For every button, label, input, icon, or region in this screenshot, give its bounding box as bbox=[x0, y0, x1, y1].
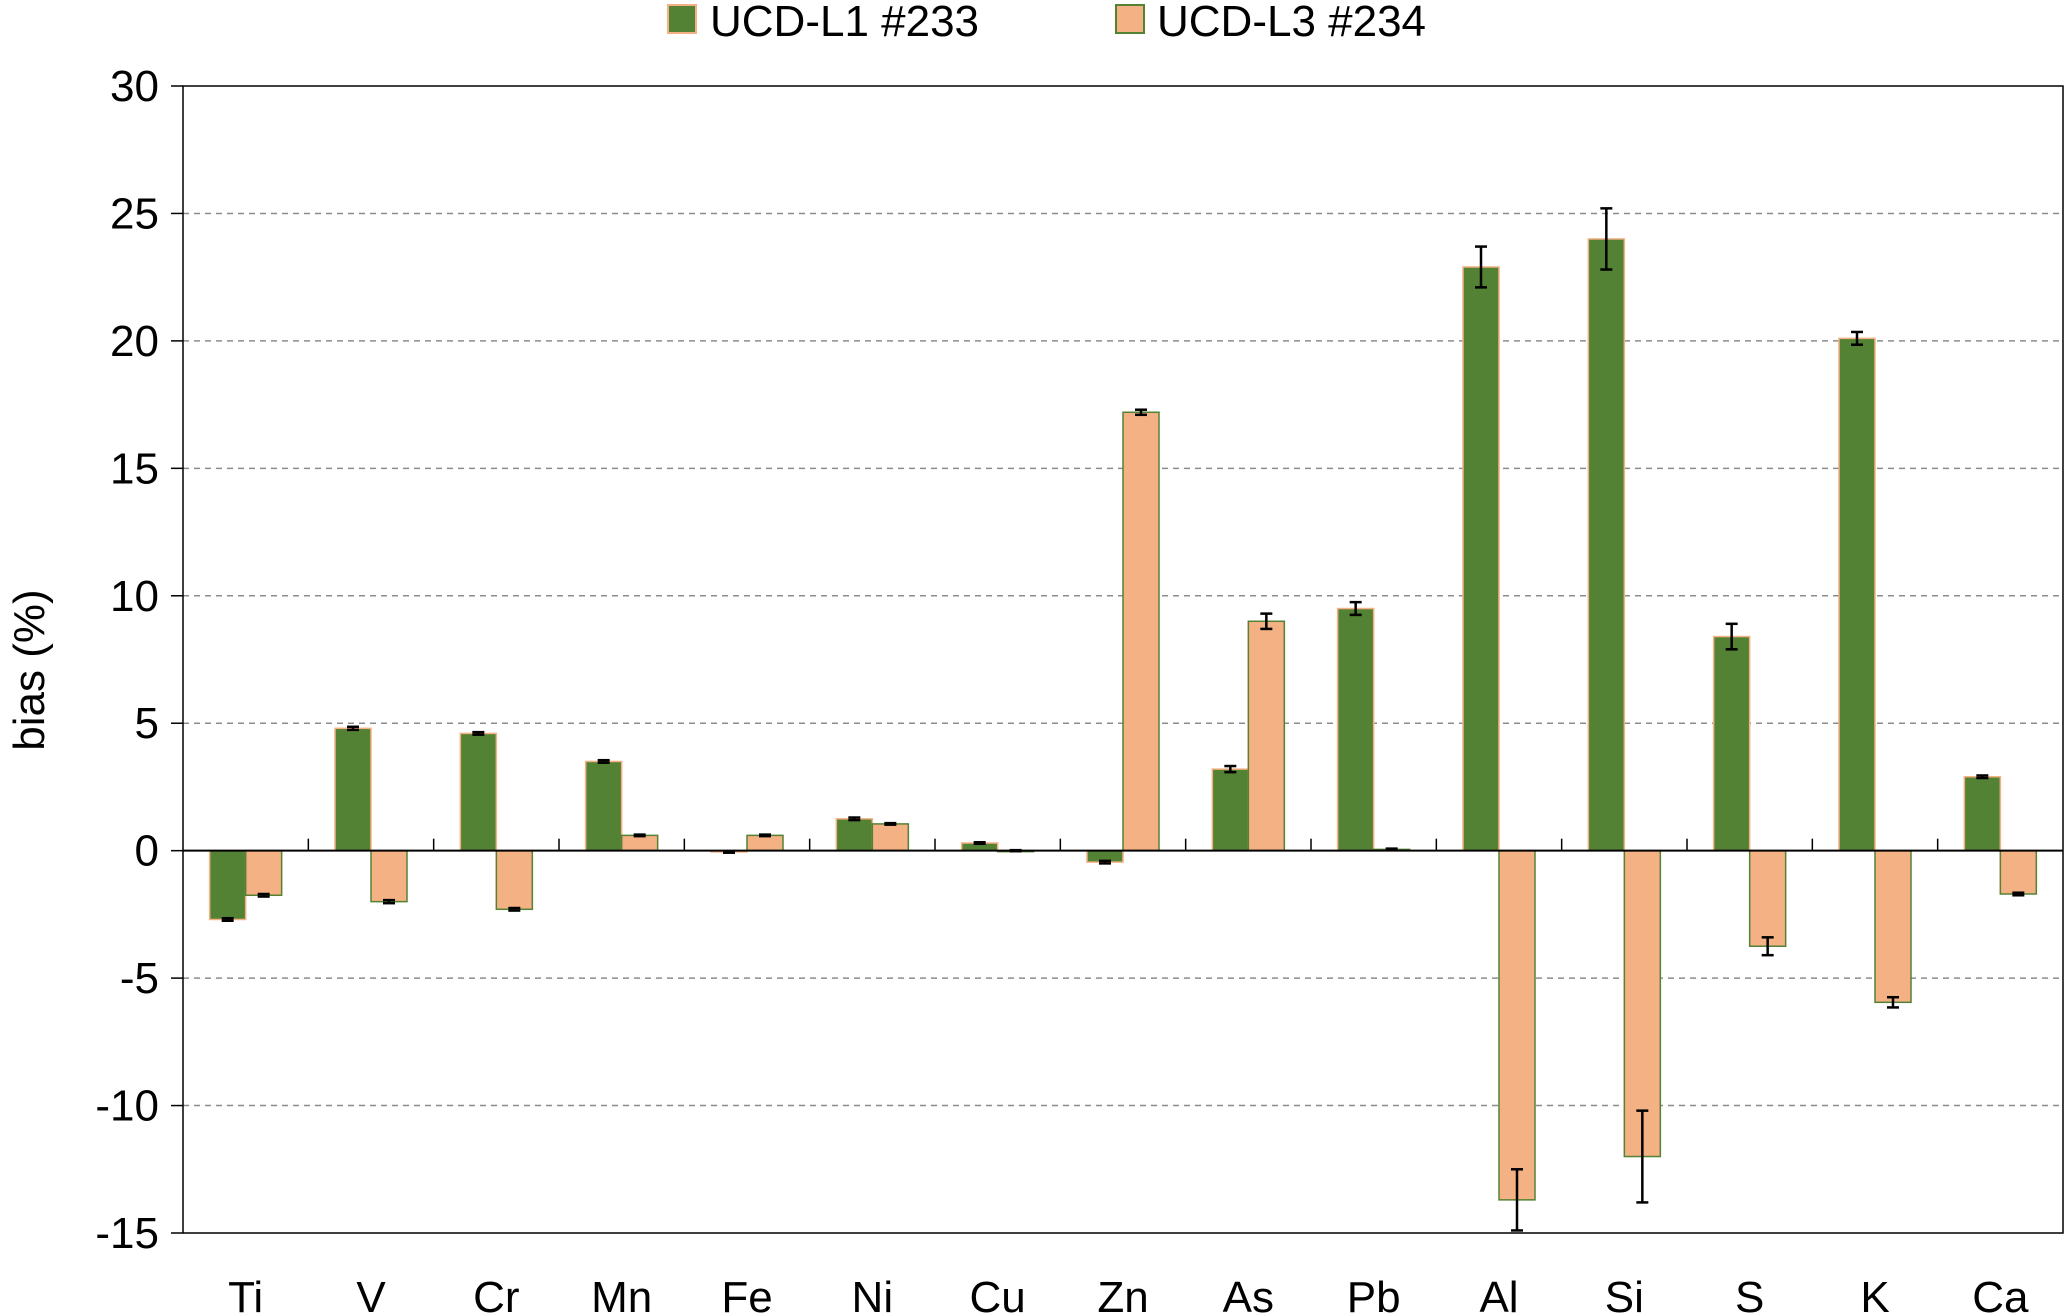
legend-entry: UCD-L3 #234 bbox=[1115, 0, 1426, 46]
error-bar bbox=[1851, 330, 1863, 346]
x-tick-label: Cu bbox=[970, 1273, 1026, 1316]
error-bar bbox=[1636, 1109, 1649, 1204]
bar-l1-k bbox=[1838, 337, 1876, 852]
plot-frame bbox=[182, 85, 2064, 1234]
bar-l3-zn bbox=[1122, 411, 1160, 852]
y-tick-label: -5 bbox=[120, 954, 159, 1003]
bar-l1-cr bbox=[459, 732, 498, 852]
x-tick-label: Ti bbox=[228, 1273, 263, 1316]
error-bar bbox=[1976, 774, 1989, 780]
error-bar bbox=[1224, 764, 1237, 774]
error-bar bbox=[257, 892, 270, 898]
legend-label: UCD-L3 #234 bbox=[1157, 0, 1426, 46]
tick-labels: -15 -10 -5 0 5 10 15 20 25 30 Ti V Cr Mn Fe Ni Cu Zn As Pb A… bbox=[95, 62, 2029, 1316]
error-bar bbox=[884, 821, 897, 826]
error-bar bbox=[1725, 622, 1738, 651]
bar-l3-ca bbox=[1999, 849, 2038, 895]
y-tick-label: -15 bbox=[95, 1209, 159, 1258]
y-tick-label: 15 bbox=[110, 444, 159, 493]
x-tick-label: Mn bbox=[591, 1273, 652, 1316]
bar-l1-si bbox=[1587, 238, 1626, 852]
bar-l3-si bbox=[1623, 849, 1662, 1158]
error-bar bbox=[848, 816, 861, 822]
bar-l1-s bbox=[1712, 635, 1751, 852]
x-tick-label: Zn bbox=[1097, 1273, 1148, 1316]
bar-l3-mn bbox=[620, 834, 659, 852]
y-tick-label: 0 bbox=[135, 827, 159, 876]
y-tick-label: 10 bbox=[110, 572, 159, 621]
error-bar bbox=[1099, 859, 1111, 865]
error-bar bbox=[1887, 995, 1899, 1009]
x-tick-label: Pb bbox=[1347, 1273, 1401, 1316]
error-bar bbox=[633, 833, 646, 838]
error-bar bbox=[1135, 408, 1147, 417]
y-tick-label: 20 bbox=[110, 317, 159, 366]
x-tick-label: Al bbox=[1479, 1273, 1518, 1316]
error-bar bbox=[597, 758, 610, 764]
y-tick-label: 5 bbox=[135, 699, 159, 748]
y-tick-label: -10 bbox=[95, 1082, 159, 1131]
error-bar bbox=[2012, 891, 2025, 897]
bar-l1-v bbox=[334, 727, 372, 852]
bar-l3-s bbox=[1748, 849, 1787, 948]
bar-l1-mn bbox=[584, 760, 623, 852]
error-bar bbox=[383, 898, 395, 905]
error-bar bbox=[1260, 612, 1273, 631]
bar-l1-ni bbox=[835, 818, 874, 852]
error-bar bbox=[221, 916, 234, 923]
error-bar bbox=[1600, 207, 1613, 271]
error-bar bbox=[759, 833, 771, 838]
bars bbox=[208, 238, 2038, 1201]
bar-l3-ti bbox=[244, 849, 283, 897]
x-tick-label: Ca bbox=[1972, 1273, 2029, 1316]
error-bar bbox=[1761, 936, 1774, 957]
error-bar bbox=[508, 906, 521, 912]
error-bar bbox=[347, 725, 359, 732]
bar-l3-v bbox=[370, 849, 408, 903]
x-tick-label: S bbox=[1735, 1273, 1764, 1316]
bar-l3-k bbox=[1874, 849, 1912, 1004]
legend: UCD-L1 #233 UCD-L3 #234 bbox=[667, 0, 1426, 46]
x-tick-label: Ni bbox=[852, 1273, 894, 1316]
x-tick-label: As bbox=[1223, 1273, 1274, 1316]
x-tick-label: Cr bbox=[473, 1273, 519, 1316]
error-bars bbox=[221, 207, 2025, 1232]
x-tick-label: V bbox=[356, 1273, 386, 1316]
bar-l3-cr bbox=[495, 849, 534, 911]
bar-l1-pb bbox=[1336, 607, 1375, 852]
y-axis-title: bias (%) bbox=[5, 589, 54, 750]
legend-label: UCD-L1 #233 bbox=[710, 0, 979, 46]
error-bar bbox=[973, 841, 986, 846]
legend-swatch bbox=[667, 4, 697, 34]
y-tick-label: 30 bbox=[110, 62, 159, 111]
bar-l1-as bbox=[1211, 768, 1250, 852]
error-bar bbox=[1511, 1168, 1523, 1232]
x-tick-label: Fe bbox=[721, 1273, 772, 1316]
error-bar bbox=[472, 730, 485, 736]
bar-l3-ni bbox=[871, 823, 910, 852]
x-tick-label: Si bbox=[1605, 1273, 1644, 1316]
x-tick-label: K bbox=[1860, 1273, 1889, 1316]
error-bar bbox=[1475, 245, 1487, 289]
y-tick-label: 25 bbox=[110, 189, 159, 238]
bar-l3-fe bbox=[746, 834, 784, 852]
bar-l1-al bbox=[1462, 266, 1500, 852]
bar-l1-ca bbox=[1963, 775, 2002, 852]
bar-l3-al bbox=[1498, 849, 1536, 1201]
error-bar bbox=[1349, 600, 1362, 617]
axes bbox=[171, 85, 2064, 1234]
legend-swatch bbox=[1115, 4, 1145, 34]
bar-l1-ti bbox=[208, 849, 247, 921]
bar-l3-as bbox=[1247, 620, 1286, 852]
legend-entry: UCD-L1 #233 bbox=[667, 0, 979, 46]
